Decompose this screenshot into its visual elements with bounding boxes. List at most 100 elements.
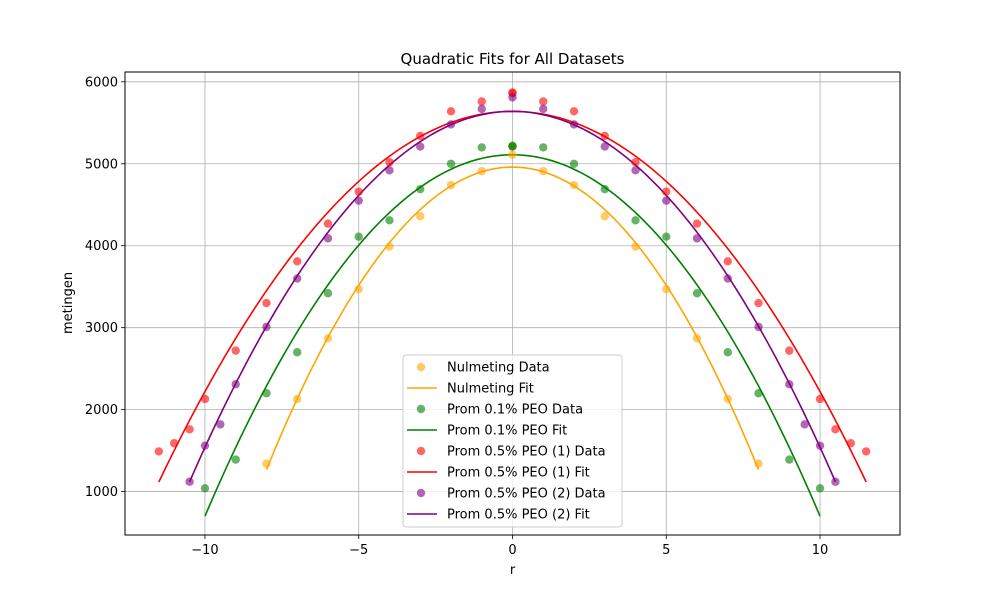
data-point-prom-0-5-peo-1-data <box>539 97 548 106</box>
data-point-prom-0-5-peo-2-data <box>600 142 609 151</box>
data-point-prom-0-5-peo-2-data <box>692 234 702 243</box>
data-point-prom-0-1-peo-data <box>692 289 702 298</box>
data-point-prom-0-5-peo-1-data <box>262 298 271 308</box>
y-tick-label: 2000 <box>85 403 118 418</box>
data-point-prom-0-1-peo-data <box>600 184 609 194</box>
data-point-prom-0-1-peo-data <box>785 455 794 464</box>
data-point-nulmeting-data <box>477 166 486 176</box>
data-point-nulmeting-data <box>323 334 333 343</box>
data-point-prom-0-1-peo-data <box>662 232 671 241</box>
legend-marker-swatch <box>416 404 426 414</box>
legend-entry: Prom 0.5% PEO (2) Data <box>447 487 606 502</box>
x-tick-label: 0 <box>508 543 516 558</box>
x-axis-ticks: −10 −5 0 5 10 <box>191 535 828 558</box>
data-point-prom-0-5-peo-1-data <box>416 131 425 141</box>
legend-entry: Prom 0.5% PEO (2) Fit <box>447 508 590 523</box>
data-point-prom-0-5-peo-1-data <box>846 439 855 448</box>
chart-title: Quadratic Fits for All Datasets <box>401 50 625 68</box>
y-tick-label: 4000 <box>85 239 118 254</box>
data-point-prom-0-1-peo-data <box>631 216 640 225</box>
data-point-prom-0-1-peo-data <box>262 389 271 398</box>
data-point-nulmeting-data <box>631 242 640 251</box>
data-point-prom-0-1-peo-data <box>508 141 517 150</box>
data-point-nulmeting-data <box>723 394 732 404</box>
legend-entry: Prom 0.1% PEO Data <box>447 403 583 418</box>
data-point-prom-0-5-peo-2-data <box>569 120 579 129</box>
data-point-prom-0-5-peo-2-data <box>231 380 240 389</box>
data-point-prom-0-1-peo-data <box>416 184 425 194</box>
data-point-nulmeting-data <box>539 166 548 176</box>
data-point-nulmeting-data <box>692 334 702 343</box>
data-point-prom-0-5-peo-2-data <box>200 441 210 450</box>
data-point-prom-0-5-peo-2-data <box>262 322 271 332</box>
data-point-nulmeting-data <box>754 459 763 468</box>
data-point-prom-0-5-peo-1-data <box>569 107 579 116</box>
legend-entry: Prom 0.1% PEO Fit <box>447 424 567 439</box>
data-point-prom-0-5-peo-2-data <box>477 104 486 114</box>
data-point-prom-0-1-peo-data <box>385 216 394 225</box>
y-axis-ticks: 1000 2000 3000 4000 5000 6000 <box>85 75 125 500</box>
data-point-prom-0-5-peo-1-data <box>631 157 640 167</box>
data-point-prom-0-5-peo-1-data <box>446 107 456 116</box>
data-point-prom-0-5-peo-1-data <box>154 447 164 456</box>
data-point-nulmeting-data <box>569 180 579 190</box>
legend-entry: Prom 0.5% PEO (1) Data <box>447 445 606 460</box>
data-point-prom-0-5-peo-1-data <box>723 257 732 266</box>
data-point-prom-0-5-peo-2-data <box>785 380 794 389</box>
legend-entry: Nulmeting Fit <box>447 382 534 397</box>
x-axis-label: r <box>510 563 516 578</box>
data-point-prom-0-5-peo-2-data <box>293 274 302 283</box>
x-tick-label: −10 <box>191 543 218 558</box>
y-tick-label: 1000 <box>85 485 118 500</box>
data-point-prom-0-1-peo-data <box>754 389 763 398</box>
data-point-prom-0-5-peo-2-data <box>815 441 825 450</box>
legend-marker-swatch <box>416 362 426 372</box>
data-point-prom-0-5-peo-1-data <box>815 394 825 404</box>
data-point-prom-0-5-peo-1-data <box>692 219 702 228</box>
data-point-prom-0-1-peo-data <box>231 455 240 464</box>
data-point-prom-0-5-peo-1-data <box>200 394 210 404</box>
data-point-prom-0-1-peo-data <box>323 289 333 298</box>
data-point-nulmeting-data <box>662 284 671 294</box>
data-point-prom-0-5-peo-2-data <box>723 274 732 283</box>
data-point-prom-0-5-peo-1-data <box>170 439 179 448</box>
y-tick-label: 6000 <box>85 75 118 90</box>
data-point-prom-0-1-peo-data <box>293 348 302 357</box>
y-tick-label: 5000 <box>85 157 118 172</box>
data-point-nulmeting-data <box>446 180 456 190</box>
data-point-prom-0-1-peo-data <box>200 484 210 493</box>
data-point-prom-0-1-peo-data <box>569 159 579 168</box>
data-point-prom-0-5-peo-1-data <box>323 219 333 228</box>
data-point-prom-0-5-peo-2-data <box>323 234 333 243</box>
data-point-prom-0-5-peo-2-data <box>662 196 671 205</box>
data-point-nulmeting-data <box>416 212 425 221</box>
x-tick-label: 10 <box>812 543 829 558</box>
legend-box <box>402 354 623 528</box>
x-tick-label: −5 <box>349 543 368 558</box>
fit-line-nulmeting-fit <box>265 166 760 470</box>
data-point-nulmeting-data <box>508 150 517 159</box>
data-point-prom-0-5-peo-2-data <box>754 322 763 332</box>
data-point-prom-0-1-peo-data <box>815 484 825 493</box>
data-point-prom-0-5-peo-1-data <box>662 187 671 196</box>
x-tick-label: 5 <box>662 543 670 558</box>
data-point-prom-0-5-peo-2-data <box>385 166 394 175</box>
data-point-nulmeting-data <box>293 394 302 404</box>
y-axis-label: metingen <box>61 272 76 334</box>
data-point-nulmeting-data <box>600 212 609 221</box>
data-point-prom-0-1-peo-data <box>477 143 486 152</box>
data-point-prom-0-5-peo-2-data <box>354 196 363 205</box>
legend-marker-swatch <box>416 446 426 456</box>
data-point-prom-0-5-peo-1-data <box>754 298 763 308</box>
data-point-prom-0-5-peo-1-data <box>385 157 394 167</box>
data-point-prom-0-5-peo-1-data <box>477 97 486 106</box>
data-point-prom-0-5-peo-2-data <box>831 477 840 486</box>
legend-marker-swatch <box>416 488 426 498</box>
data-point-prom-0-5-peo-1-data <box>785 346 794 355</box>
legend: Nulmeting Data Nulmeting Fit Prom 0.1% PEO… <box>402 354 623 528</box>
data-point-nulmeting-data <box>354 284 363 294</box>
data-point-prom-0-1-peo-data <box>539 143 548 152</box>
data-point-nulmeting-data <box>262 459 271 468</box>
data-point-prom-0-5-peo-2-data <box>446 120 456 129</box>
data-point-prom-0-1-peo-data <box>354 232 363 241</box>
